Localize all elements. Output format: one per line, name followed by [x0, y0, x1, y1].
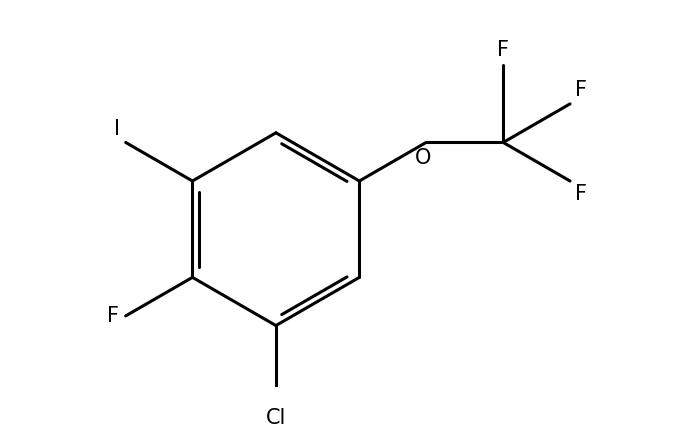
Text: O: O	[415, 148, 431, 168]
Text: F: F	[107, 306, 118, 326]
Text: F: F	[575, 81, 588, 101]
Text: Cl: Cl	[266, 408, 286, 426]
Text: I: I	[114, 119, 120, 139]
Text: F: F	[575, 184, 588, 204]
Text: F: F	[498, 40, 509, 60]
